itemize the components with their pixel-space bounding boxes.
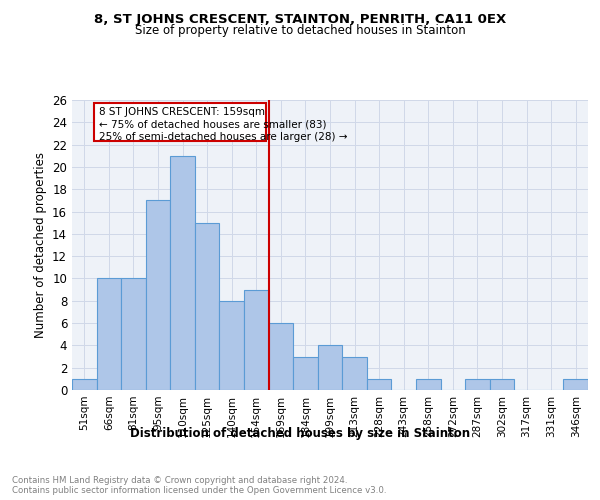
Bar [244, 290, 269, 390]
Text: ← 75% of detached houses are smaller (83): ← 75% of detached houses are smaller (83… [99, 120, 326, 130]
Bar [367, 379, 391, 390]
Text: Size of property relative to detached houses in Stainton: Size of property relative to detached ho… [134, 24, 466, 37]
Bar [195, 222, 220, 390]
Bar [146, 200, 170, 390]
Bar [220, 301, 244, 390]
Bar [416, 379, 440, 390]
Bar [342, 356, 367, 390]
Bar [318, 346, 342, 390]
Text: 25% of semi-detached houses are larger (28) →: 25% of semi-detached houses are larger (… [99, 132, 347, 142]
Bar [293, 356, 318, 390]
Y-axis label: Number of detached properties: Number of detached properties [34, 152, 47, 338]
Bar [121, 278, 146, 390]
Bar [490, 379, 514, 390]
Text: 8, ST JOHNS CRESCENT, STAINTON, PENRITH, CA11 0EX: 8, ST JOHNS CRESCENT, STAINTON, PENRITH,… [94, 12, 506, 26]
Bar [170, 156, 195, 390]
Bar [563, 379, 588, 390]
Text: Distribution of detached houses by size in Stainton: Distribution of detached houses by size … [130, 428, 470, 440]
Bar [269, 323, 293, 390]
FancyBboxPatch shape [94, 104, 266, 142]
Text: Contains HM Land Registry data © Crown copyright and database right 2024.
Contai: Contains HM Land Registry data © Crown c… [12, 476, 386, 495]
Bar [465, 379, 490, 390]
Text: 8 ST JOHNS CRESCENT: 159sqm: 8 ST JOHNS CRESCENT: 159sqm [99, 106, 265, 117]
Bar [72, 379, 97, 390]
Bar [97, 278, 121, 390]
